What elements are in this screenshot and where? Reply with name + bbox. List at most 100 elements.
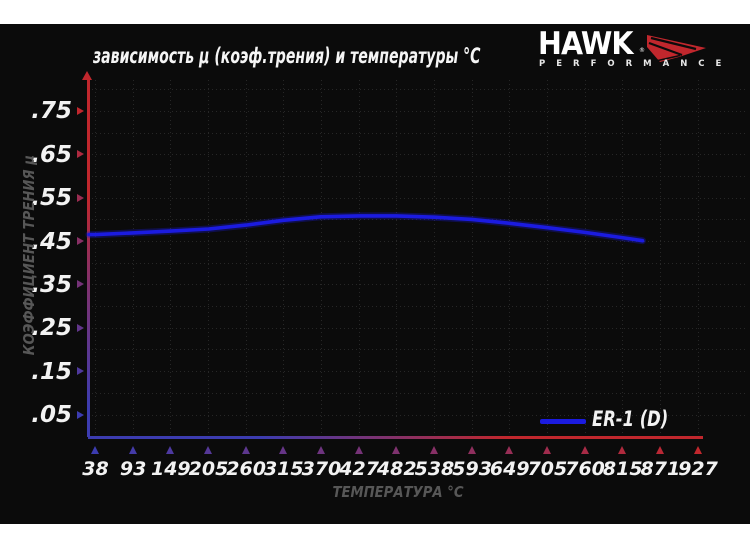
- x-tick-arrow-icon: [241, 446, 250, 454]
- hawk-logo: HAWK ® PERFORMANCE: [538, 26, 750, 70]
- y-tick-label: .65: [31, 141, 72, 168]
- grid-line-h: [88, 89, 746, 91]
- grid-line-h: [88, 327, 746, 329]
- grid-line-h: [88, 132, 746, 134]
- y-axis-arrow-icon: [82, 71, 92, 80]
- grid-line-v: [170, 80, 172, 437]
- x-tick-arrow-icon: [542, 446, 551, 454]
- y-tick-label: .75: [31, 98, 72, 125]
- y-tick-arrow-icon: [77, 237, 84, 246]
- x-tick-label: 593: [452, 458, 492, 480]
- x-tick-label: 705: [527, 458, 568, 480]
- x-axis-label: ТЕМПЕРАТУРА °C: [332, 483, 464, 501]
- legend-series-label: ER-1 (D): [592, 407, 669, 431]
- hawk-logo-subtext: PERFORMANCE: [539, 59, 733, 69]
- x-tick-label: 370: [301, 458, 342, 480]
- chart-canvas: [0, 24, 750, 524]
- y-tick-label: .15: [31, 358, 72, 385]
- x-tick-label: 205: [188, 458, 229, 480]
- x-tick-label: 649: [489, 458, 530, 480]
- x-tick-label: 260: [226, 458, 266, 480]
- x-tick-label: 760: [565, 458, 605, 480]
- grid-line-h: [88, 175, 746, 177]
- grid-line-v: [622, 80, 624, 437]
- hawk-logo-row: HAWK ®: [538, 26, 750, 62]
- x-tick-label: 315: [263, 458, 304, 480]
- grid-line-h: [88, 371, 746, 373]
- grid-line-v: [358, 80, 360, 437]
- y-tick-label: .05: [31, 402, 72, 428]
- grid-line-h: [88, 392, 746, 394]
- x-tick-label: 427: [339, 458, 379, 480]
- x-tick-arrow-icon: [655, 446, 664, 454]
- x-tick-label: 871: [640, 458, 681, 480]
- x-tick-arrow-icon: [279, 446, 288, 454]
- grid-line-v: [697, 80, 699, 437]
- grid-line-v: [207, 80, 209, 437]
- x-tick-label: 149: [150, 458, 191, 480]
- x-tick-arrow-icon: [354, 446, 363, 454]
- grid-line-v: [659, 80, 661, 437]
- chart-title: зависимость μ (коэф.трения) и температур…: [93, 44, 481, 68]
- grid-line-h: [88, 349, 746, 351]
- x-tick-arrow-icon: [316, 446, 325, 454]
- y-tick-arrow-icon: [77, 106, 84, 115]
- x-axis-line: [88, 435, 703, 439]
- x-tick-label: 93: [119, 458, 147, 480]
- x-tick-arrow-icon: [166, 446, 175, 454]
- grid-line-h: [88, 262, 746, 264]
- grid-line-h: [88, 154, 746, 156]
- y-tick-arrow-icon: [77, 193, 84, 202]
- grid-line-v: [132, 80, 134, 437]
- grid-line-h: [88, 241, 746, 243]
- y-tick-label: .35: [31, 271, 72, 298]
- grid-line-h: [88, 219, 746, 221]
- x-tick-arrow-icon: [580, 446, 589, 454]
- x-tick-arrow-icon: [203, 446, 212, 454]
- grid-line-v: [95, 80, 96, 437]
- hawk-logo-text: HAWK: [538, 26, 633, 62]
- x-tick-label: 815: [602, 458, 643, 480]
- hawk-wing-icon: [647, 35, 706, 62]
- y-tick-label: .25: [31, 315, 72, 342]
- y-tick-arrow-icon: [77, 367, 84, 376]
- legend-line-sample: [540, 419, 586, 424]
- x-tick-arrow-icon: [429, 446, 438, 454]
- grid-line-v: [245, 80, 247, 437]
- grid-line-v: [283, 80, 285, 437]
- registered-mark: ®: [639, 47, 645, 54]
- x-tick-arrow-icon: [128, 446, 137, 454]
- y-tick-arrow-icon: [77, 280, 84, 289]
- grid-line-v: [471, 80, 473, 437]
- y-tick-arrow-icon: [77, 150, 84, 159]
- grid-line-h: [88, 110, 746, 112]
- grid-line-v: [509, 80, 511, 437]
- bottom-white-strip: [0, 524, 750, 550]
- grid-line-v: [584, 80, 586, 437]
- y-axis-label: КОЭФФИЦИЕНТ ТРЕНИЯ μ: [20, 155, 38, 356]
- grid-line-h: [88, 414, 746, 416]
- grid-line-v: [433, 80, 435, 437]
- x-tick-arrow-icon: [618, 446, 627, 454]
- y-tick-label: .45: [31, 228, 72, 255]
- y-tick-label: .55: [31, 185, 72, 212]
- y-tick-arrow-icon: [77, 323, 84, 332]
- x-tick-arrow-icon: [91, 446, 99, 454]
- x-tick-label: 538: [414, 458, 455, 480]
- x-tick-label: 482: [376, 458, 417, 480]
- x-tick-arrow-icon: [467, 446, 476, 454]
- grid-line-h: [88, 197, 746, 199]
- grid-line-h: [88, 306, 746, 308]
- grid-line-v: [396, 80, 398, 437]
- x-tick-arrow-icon: [505, 446, 514, 454]
- top-white-strip: [0, 0, 750, 24]
- y-axis-line: [86, 80, 90, 437]
- grid-line-v: [546, 80, 548, 437]
- y-tick-arrow-icon: [77, 410, 84, 419]
- x-tick-label: 38: [82, 458, 109, 480]
- grid-line-h: [88, 284, 746, 286]
- x-tick-label: 927: [678, 458, 718, 480]
- x-tick-arrow-icon: [693, 446, 702, 454]
